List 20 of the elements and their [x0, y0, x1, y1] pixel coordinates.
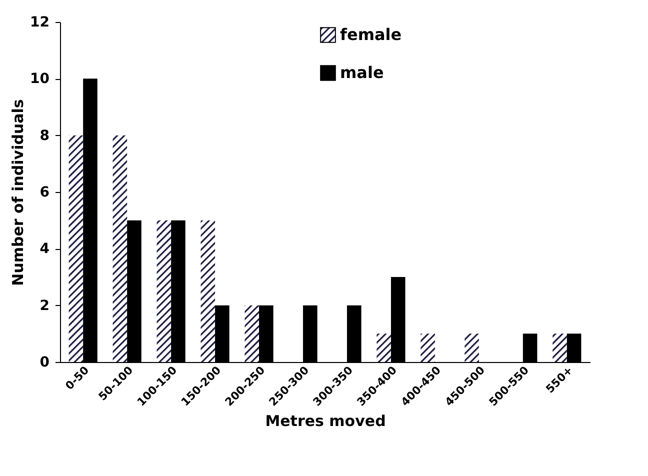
bar — [552, 334, 567, 362]
y-tick-label: 8 — [40, 128, 50, 144]
y-tick-label: 10 — [30, 71, 50, 88]
y-axis-title: Number of individuals — [9, 99, 28, 286]
bar — [420, 334, 435, 362]
y-tick-label: 4 — [40, 241, 50, 258]
y-tick-label: 2 — [40, 298, 50, 314]
bar — [244, 305, 260, 362]
y-tick-label: 0 — [40, 354, 50, 370]
bar — [200, 220, 216, 362]
x-axis-title: Metres moved — [265, 412, 386, 430]
bar — [464, 334, 479, 362]
bar — [112, 135, 128, 362]
y-tick-label: 12 — [30, 14, 50, 30]
bar — [376, 334, 391, 362]
bar — [68, 135, 84, 362]
bar — [156, 220, 172, 362]
legend-label: female — [340, 25, 402, 44]
y-tick-label: 6 — [40, 184, 50, 200]
legend-label: male — [340, 63, 384, 82]
